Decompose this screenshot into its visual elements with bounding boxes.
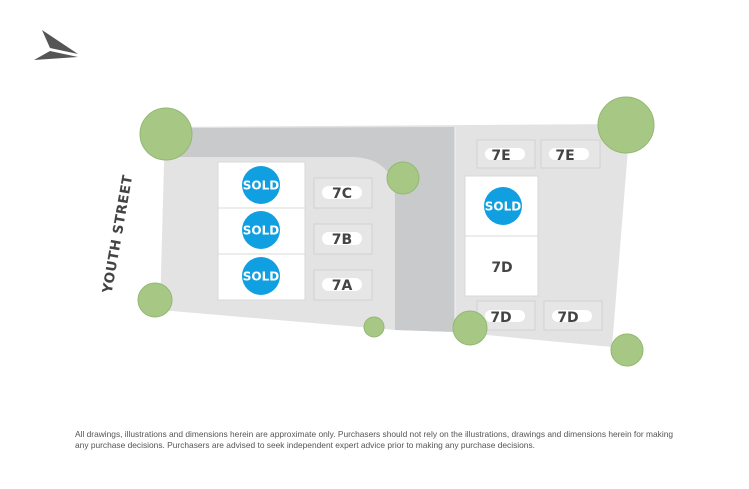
sold-badge: SOLD (243, 179, 279, 193)
parking-7d-2[interactable]: 7D (543, 300, 603, 331)
townhouse-7c[interactable]: SOLD (217, 161, 306, 209)
tree-icon (452, 310, 488, 346)
parking-label: 7A (332, 278, 353, 294)
parking-7e-2[interactable]: 7E (540, 139, 601, 169)
parking-label: 7D (557, 310, 578, 326)
parking-7b[interactable]: 7B (313, 223, 373, 255)
townhouse-7b[interactable]: SOLD (217, 207, 306, 255)
unit-label: 7D (491, 260, 512, 276)
parking-7c[interactable]: 7C (313, 177, 373, 209)
tree-icon (139, 107, 193, 161)
parking-label: 7B (332, 232, 352, 248)
parking-label: 7E (555, 148, 574, 164)
tree-icon (386, 161, 420, 195)
sold-badge: SOLD (243, 224, 279, 238)
tree-icon (137, 282, 173, 318)
tree-icon (363, 316, 385, 338)
parking-7a[interactable]: 7A (313, 269, 373, 301)
parking-label: 7E (491, 148, 510, 164)
disclaimer-text: All drawings, illustrations and dimensio… (75, 429, 674, 450)
driveway (167, 127, 455, 332)
sold-badge: SOLD (485, 200, 521, 214)
townhouse-7d[interactable]: 7D (464, 235, 539, 297)
townhouse-7e[interactable]: SOLD (464, 175, 539, 237)
sold-badge: SOLD (243, 270, 279, 284)
tree-icon (597, 96, 655, 154)
tree-icon (610, 333, 644, 367)
parking-label: 7C (332, 186, 352, 202)
north-arrow-icon (34, 30, 78, 60)
parking-7e-1[interactable]: 7E (476, 139, 536, 169)
parking-label: 7D (490, 310, 511, 326)
townhouse-7a[interactable]: SOLD (217, 253, 306, 301)
